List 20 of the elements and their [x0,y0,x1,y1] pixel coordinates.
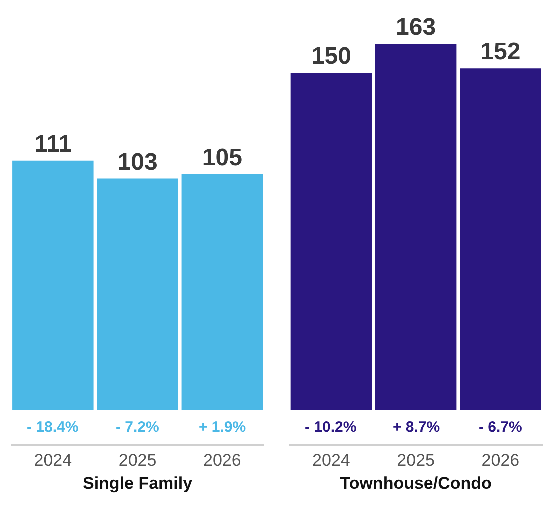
x-tick-label: 2024 [312,451,350,470]
text: - 18.4% [27,419,79,436]
data-label: 105 [202,144,242,172]
data-label: 103 [118,148,158,176]
data-label: 163 [396,14,436,41]
x-tick-label: 2025 [397,451,435,470]
x-tick-label: 2026 [203,451,242,470]
x-axis-title: Single Family [82,474,194,494]
x-tick-label: 2024 [34,451,72,470]
text: + 1.9% [199,419,246,436]
text: - 6.7% [479,419,522,436]
text: - 7.2% [116,419,160,436]
x-axis-title: Townhouse/Condo [340,474,492,494]
x-tick-label: 2026 [482,451,520,470]
data-label: 152 [480,38,521,66]
x-tick-label: 2025 [118,451,157,470]
text: - 10.2% [305,419,357,436]
text: + 8.7% [393,419,440,436]
data-label: 150 [311,43,352,70]
data-label: 111 [34,130,72,158]
